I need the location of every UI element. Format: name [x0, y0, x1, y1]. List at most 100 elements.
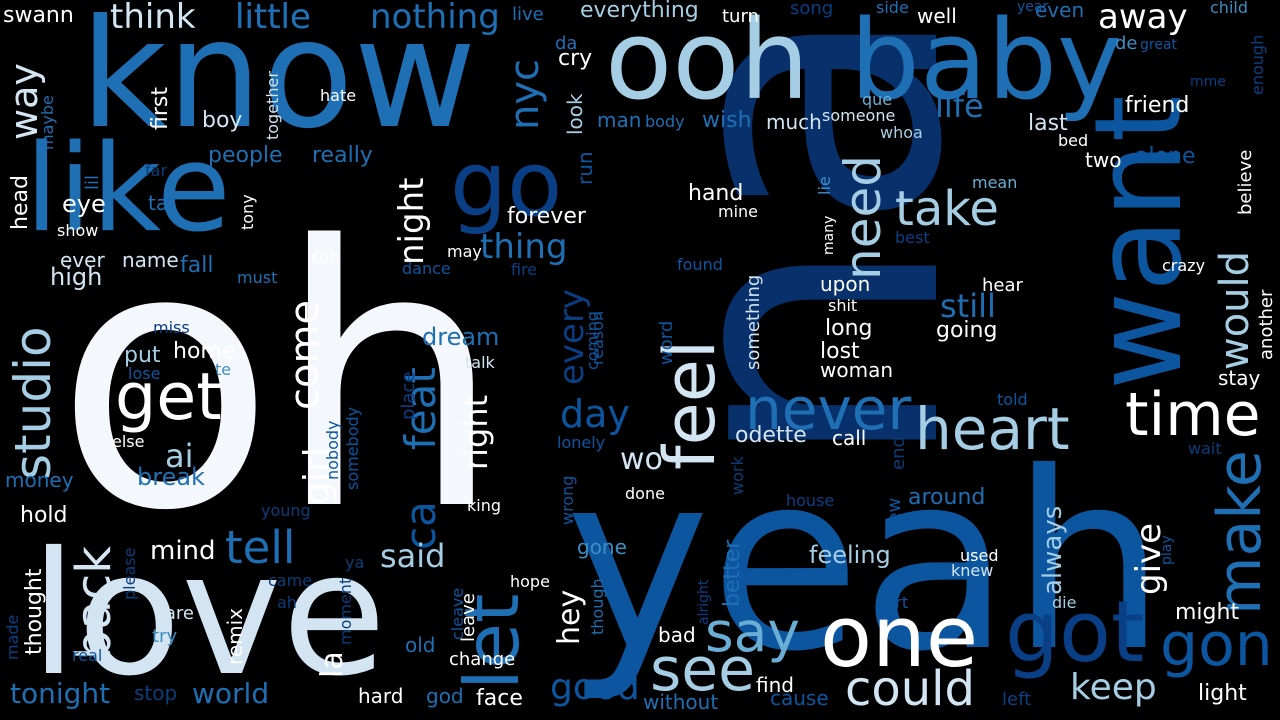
word-child: child: [1210, 0, 1248, 17]
word-little: little: [235, 0, 311, 37]
word-forever: forever: [507, 204, 586, 229]
word-cry: cry: [558, 46, 593, 71]
word-time: time: [1125, 380, 1261, 450]
word-da: da: [555, 33, 578, 54]
word-great: great: [1140, 37, 1178, 53]
word-man: man: [597, 108, 642, 132]
word-hope: hope: [510, 572, 550, 591]
word-swann: swann: [3, 3, 74, 28]
word-back: back: [66, 545, 122, 660]
word-turn: turn: [722, 6, 759, 27]
word-know: know: [80, 0, 477, 162]
word-bad: bad: [658, 623, 696, 647]
word-believe: believe: [1235, 149, 1256, 215]
word-maybe: maybe: [38, 95, 57, 150]
word-side: side: [876, 0, 909, 17]
word-right: right: [457, 394, 495, 470]
word-body: body: [645, 112, 685, 131]
word-world: world: [192, 677, 270, 710]
word-heart: heart: [915, 395, 1070, 463]
word-gone: gone: [577, 535, 627, 559]
word-real: real: [72, 646, 103, 665]
word-far: far: [145, 161, 168, 180]
word-baby: baby: [850, 0, 1123, 124]
word-somebody: somebody: [343, 406, 362, 490]
word-hold: hold: [20, 503, 68, 528]
word-break: break: [137, 463, 205, 491]
word-something: something: [743, 274, 764, 370]
word-ever: ever: [60, 248, 105, 272]
word-get: get: [115, 360, 222, 435]
word-never: never: [745, 375, 912, 443]
word-fall: fall: [180, 253, 214, 278]
word-yeah: yeah: [565, 420, 1167, 705]
word-lonely: lonely: [557, 433, 606, 452]
word-without: without: [643, 690, 719, 714]
word-sun: sun: [311, 248, 340, 267]
word-hurt: hurt: [875, 593, 909, 612]
word-oh: oh: [55, 170, 504, 589]
word-else: else: [112, 432, 145, 451]
word-came: came: [268, 571, 313, 590]
word-young: young: [261, 501, 311, 520]
word-end: end: [888, 436, 909, 470]
word-cause: cause: [770, 686, 829, 710]
word-money: money: [5, 468, 74, 492]
word-house: house: [786, 491, 835, 510]
word-please: please: [120, 547, 139, 600]
word-well: well: [917, 4, 957, 28]
word-friend: friend: [1125, 93, 1190, 118]
word-though: though: [588, 578, 607, 635]
word-dance: dance: [402, 259, 451, 278]
word-much: much: [766, 110, 822, 134]
word-thought: thought: [22, 568, 47, 655]
word-cleave: cleave: [448, 587, 467, 640]
word-miss: miss: [153, 318, 190, 337]
word-die: die: [1052, 593, 1077, 612]
word-first: first: [148, 87, 173, 130]
word-take: take: [895, 181, 999, 237]
word-people: people: [208, 143, 283, 168]
word-knew: knew: [951, 561, 994, 580]
word-mean: mean: [972, 173, 1018, 192]
word-got: got: [1005, 583, 1145, 682]
word-head: head: [8, 175, 33, 230]
word-wrong: wrong: [558, 475, 577, 525]
word-upon: upon: [820, 272, 871, 296]
word-look: look: [563, 93, 587, 135]
word-stop: stop: [134, 681, 178, 705]
word-found: found: [677, 255, 723, 274]
word-crazy: crazy: [1162, 256, 1206, 275]
word-mind: mind: [150, 536, 216, 566]
word-love: love: [30, 516, 387, 714]
word-alright: alright: [696, 579, 712, 625]
word-little: little: [235, 0, 311, 37]
word-gon: gon: [1160, 610, 1273, 680]
word-ooh: ooh: [605, 0, 810, 124]
word-dream: dream: [422, 323, 500, 351]
word-always: always: [1038, 505, 1068, 595]
word-still: still: [940, 287, 996, 325]
word-best: best: [895, 228, 930, 247]
word-new: new: [884, 497, 905, 535]
word-good: good: [550, 667, 640, 708]
word-long: long: [825, 316, 873, 341]
word-tell: tell: [225, 521, 296, 574]
word-talk: talk: [465, 353, 495, 372]
word-work: work: [728, 456, 747, 495]
word-see: see: [650, 635, 756, 705]
word-hate: hate: [320, 86, 357, 105]
word-old: old: [405, 633, 436, 657]
word-one: one: [820, 588, 979, 687]
word-lost: lost: [820, 339, 860, 364]
word-two: two: [1085, 148, 1122, 172]
word-come: come: [282, 299, 328, 410]
word-tonight: tonight: [10, 677, 111, 710]
word-eye: eye: [62, 190, 106, 218]
word-god: god: [426, 684, 464, 708]
word-away: away: [1098, 0, 1188, 37]
word-shit: shit: [828, 296, 858, 315]
word-show: show: [57, 221, 99, 240]
word-fire: fire: [511, 260, 538, 279]
word-really: really: [312, 143, 373, 168]
